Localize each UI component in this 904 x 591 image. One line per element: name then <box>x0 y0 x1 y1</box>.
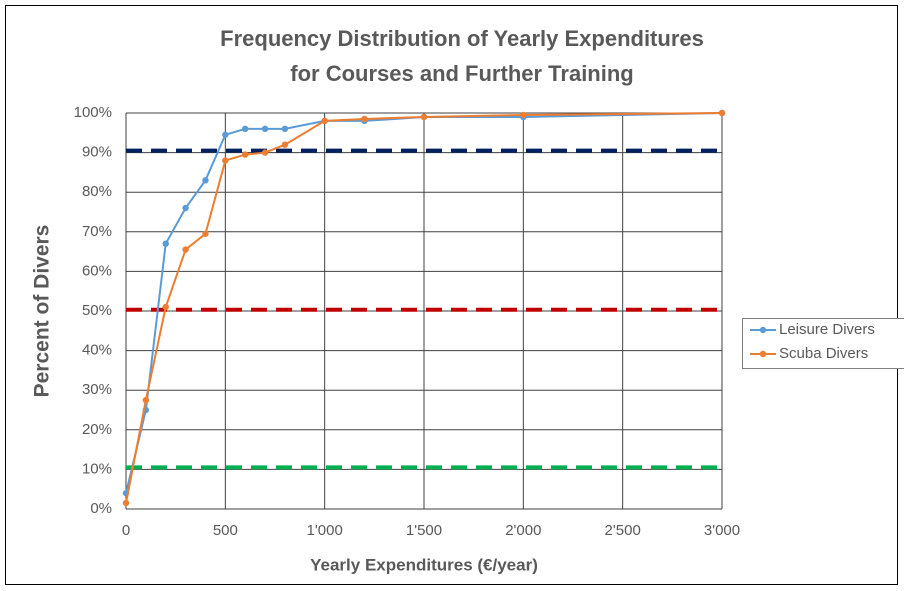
y-tick-label: 20% <box>82 421 112 438</box>
data-point <box>718 109 726 117</box>
y-tick-label: 70% <box>82 223 112 240</box>
data-point <box>261 149 269 156</box>
x-tick-label: 0 <box>122 522 130 539</box>
legend-box <box>742 318 904 369</box>
data-point <box>242 151 249 158</box>
data-point <box>361 115 368 123</box>
x-tick-label: 1'500 <box>406 522 442 539</box>
legend-label: Scuba Divers <box>779 345 868 362</box>
data-point <box>261 125 269 133</box>
y-tick-label: 10% <box>82 460 112 477</box>
data-point <box>182 246 189 253</box>
y-tick-label: 60% <box>82 262 112 279</box>
data-point <box>520 111 527 119</box>
x-axis-label: Yearly Expenditures (€/year) <box>310 555 538 574</box>
chart-title: for Courses and Further Training <box>290 61 633 86</box>
legend: Leisure Divers Scuba Divers <box>742 318 904 369</box>
x-tick-label: 2'000 <box>505 522 541 539</box>
x-tick-label: 2'500 <box>605 522 641 539</box>
y-tick-label: 50% <box>82 302 112 319</box>
data-point <box>122 499 130 507</box>
legend-marker <box>759 350 767 358</box>
chart-frame <box>5 5 898 585</box>
data-point <box>242 125 249 133</box>
data-point <box>281 141 289 148</box>
y-tick-label: 30% <box>82 381 112 398</box>
y-tick-label: 90% <box>82 144 112 161</box>
data-point <box>281 125 289 133</box>
x-tick-label: 1'000 <box>307 522 343 539</box>
data-point <box>162 303 169 311</box>
legend-label: Leisure Divers <box>779 321 875 338</box>
x-tick-label: 500 <box>213 522 238 539</box>
y-tick-label: 0% <box>90 500 112 517</box>
data-point <box>202 230 209 237</box>
legend-marker <box>759 326 767 334</box>
data-point <box>182 204 189 212</box>
x-tick-label: 3'000 <box>704 522 740 539</box>
data-point <box>222 157 229 164</box>
y-tick-label: 40% <box>82 342 112 359</box>
y-tick-label: 100% <box>74 104 112 121</box>
y-axis-label: Percent of Divers <box>31 225 54 398</box>
series-line <box>125 112 723 504</box>
data-point <box>321 117 328 125</box>
chart-title: Frequency Distribution of Yearly Expendi… <box>220 26 704 51</box>
data-point <box>420 113 428 121</box>
data-point <box>142 396 150 404</box>
data-point <box>162 240 169 247</box>
y-tick-label: 80% <box>82 183 112 200</box>
data-point <box>202 177 209 184</box>
data-point <box>222 131 229 138</box>
